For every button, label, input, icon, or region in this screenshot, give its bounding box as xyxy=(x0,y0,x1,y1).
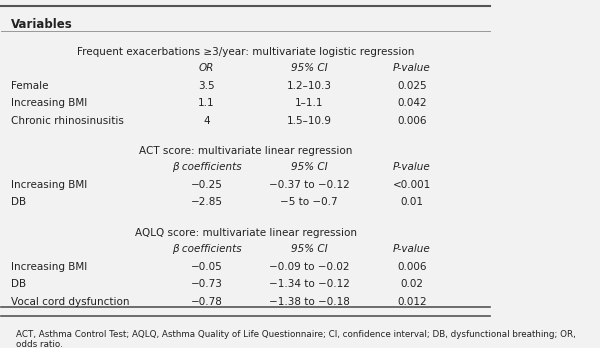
Text: −0.05: −0.05 xyxy=(191,262,223,272)
Text: 95% CI: 95% CI xyxy=(291,163,328,172)
Text: ACT, Asthma Control Test; AQLQ, Asthma Quality of Life Questionnaire; CI, confid: ACT, Asthma Control Test; AQLQ, Asthma Q… xyxy=(16,330,576,348)
Text: β coefficients: β coefficients xyxy=(172,244,241,254)
Text: 95% CI: 95% CI xyxy=(291,244,328,254)
Text: P-value: P-value xyxy=(393,63,431,73)
Text: 3.5: 3.5 xyxy=(198,81,215,90)
Text: −0.09 to −0.02: −0.09 to −0.02 xyxy=(269,262,349,272)
Text: Increasing BMI: Increasing BMI xyxy=(11,98,88,108)
Text: −5 to −0.7: −5 to −0.7 xyxy=(280,197,338,207)
Text: P-value: P-value xyxy=(393,163,431,172)
Text: Increasing BMI: Increasing BMI xyxy=(11,180,88,190)
Text: 0.02: 0.02 xyxy=(400,279,423,289)
Text: 1.2–10.3: 1.2–10.3 xyxy=(287,81,332,90)
Text: −2.85: −2.85 xyxy=(191,197,223,207)
Text: Frequent exacerbations ≥3/year: multivariate logistic regression: Frequent exacerbations ≥3/year: multivar… xyxy=(77,47,415,56)
Text: Female: Female xyxy=(11,81,49,90)
Text: 1.5–10.9: 1.5–10.9 xyxy=(287,116,332,126)
Text: 0.006: 0.006 xyxy=(397,262,427,272)
Text: −0.73: −0.73 xyxy=(191,279,223,289)
Text: AQLQ score: multivariate linear regression: AQLQ score: multivariate linear regressi… xyxy=(134,228,356,238)
Text: ACT score: multivariate linear regression: ACT score: multivariate linear regressio… xyxy=(139,146,352,156)
Text: P-value: P-value xyxy=(393,244,431,254)
Text: 0.042: 0.042 xyxy=(397,98,427,108)
Text: Vocal cord dysfunction: Vocal cord dysfunction xyxy=(11,297,130,307)
Text: β coefficients: β coefficients xyxy=(172,163,241,172)
Text: −0.25: −0.25 xyxy=(191,180,223,190)
Text: 1.1: 1.1 xyxy=(198,98,215,108)
Text: 1–1.1: 1–1.1 xyxy=(295,98,323,108)
Text: Increasing BMI: Increasing BMI xyxy=(11,262,88,272)
Text: DB: DB xyxy=(11,279,26,289)
Text: −0.78: −0.78 xyxy=(191,297,223,307)
Text: 95% CI: 95% CI xyxy=(291,63,328,73)
Text: 0.01: 0.01 xyxy=(400,197,423,207)
Text: <0.001: <0.001 xyxy=(392,180,431,190)
Text: DB: DB xyxy=(11,197,26,207)
Text: −1.34 to −0.12: −1.34 to −0.12 xyxy=(269,279,350,289)
Text: 4: 4 xyxy=(203,116,210,126)
Text: OR: OR xyxy=(199,63,214,73)
Text: 0.012: 0.012 xyxy=(397,297,427,307)
Text: 0.006: 0.006 xyxy=(397,116,427,126)
Text: −1.38 to −0.18: −1.38 to −0.18 xyxy=(269,297,350,307)
Text: 0.025: 0.025 xyxy=(397,81,427,90)
Text: Variables: Variables xyxy=(11,18,73,31)
Text: Chronic rhinosinusitis: Chronic rhinosinusitis xyxy=(11,116,124,126)
Text: −0.37 to −0.12: −0.37 to −0.12 xyxy=(269,180,350,190)
